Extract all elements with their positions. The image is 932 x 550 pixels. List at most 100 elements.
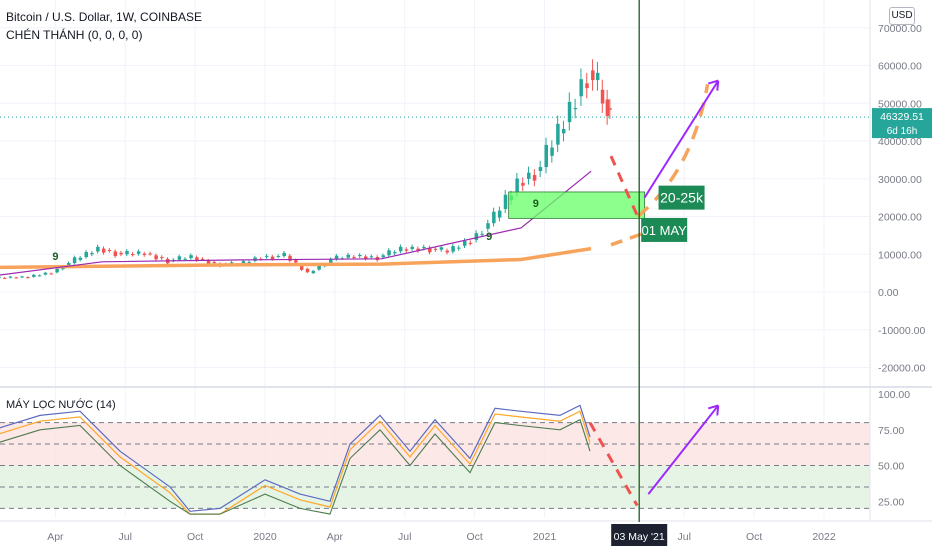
candle-body: [445, 250, 450, 253]
candle-body: [532, 174, 537, 181]
candle-body: [195, 257, 199, 261]
candle-body: [247, 262, 252, 264]
candle-body: [37, 275, 42, 277]
target-arrow-head: [707, 79, 720, 91]
candle-body: [550, 147, 554, 156]
cursor-date-label: 03 May '21: [614, 531, 665, 543]
time-tick-label: Jul: [678, 531, 691, 543]
candle-body: [329, 259, 333, 263]
time-tick-label: Oct: [746, 531, 762, 543]
candle-body: [346, 254, 351, 258]
indicator-title: CHÉN THÁNH (0, 0, 0, 0): [6, 28, 143, 42]
target-arrow: [643, 80, 720, 199]
candle-body: [352, 256, 356, 258]
candle-body: [299, 264, 304, 270]
candle-body: [585, 83, 589, 89]
candle-body: [241, 261, 246, 265]
candle-body: [468, 242, 473, 244]
time-tick-label: Apr: [47, 531, 64, 543]
oscillator-title: MÁY LỌC NƯỚC (14): [6, 399, 116, 411]
candle-body: [363, 256, 368, 259]
candle-body: [416, 248, 420, 251]
candle-body: [160, 257, 164, 259]
price-badge: [872, 108, 932, 139]
candle-body: [265, 255, 269, 257]
candle-body: [480, 233, 484, 235]
candle-body: [131, 254, 135, 256]
time-tick-label: Oct: [466, 531, 482, 543]
candle-body: [305, 268, 310, 273]
candle-body: [573, 108, 578, 110]
candle-body: [474, 233, 479, 240]
osc-target-arrow: [647, 404, 720, 495]
candle-body: [538, 167, 543, 172]
stoch-k-line: [0, 404, 591, 512]
currency-button[interactable]: USD: [889, 7, 915, 25]
candle-body: [90, 253, 94, 255]
candle-body: [61, 268, 65, 270]
time-tick-label: 2020: [253, 531, 277, 543]
candle-body: [294, 260, 298, 263]
time-tick-label: Jul: [398, 531, 411, 543]
candle-body: [457, 247, 461, 249]
cursor-date-box: [611, 524, 668, 546]
candle-body: [503, 194, 508, 209]
candle-body: [206, 260, 211, 264]
price-tick-label: -20000.00: [878, 363, 925, 375]
candle-body: [556, 123, 560, 145]
count-marker: 9: [486, 231, 492, 243]
osc-tick-label: 25.00: [878, 496, 904, 508]
price-badge-countdown: 6d 16h: [887, 126, 918, 137]
candle-body: [369, 256, 374, 258]
osc-tick-label: 75.00: [878, 425, 904, 437]
price-tick-label: 40000.00: [878, 136, 922, 148]
candle-body: [113, 251, 118, 257]
osc-tick-label: 100.00: [878, 389, 910, 401]
candle-body: [270, 256, 275, 260]
price-tick-label: 70000.00: [878, 23, 922, 35]
candle-body: [119, 252, 123, 255]
candle-body: [317, 265, 321, 270]
time-tick-label: Apr: [327, 531, 344, 543]
support-zone: [508, 191, 645, 219]
candle-body: [0, 276, 1, 279]
candle-body: [288, 255, 292, 261]
candle-body: [358, 254, 362, 257]
candle-body: [26, 277, 30, 279]
candle-body: [579, 79, 583, 97]
candle-body: [515, 178, 519, 192]
ma-orange-line: [0, 246, 592, 270]
candle-body: [451, 246, 455, 252]
candle-body: [154, 255, 158, 260]
stoch-d-line: [0, 410, 591, 515]
candle-body: [177, 256, 182, 260]
candle-body: [136, 251, 141, 254]
candle-body: [20, 276, 24, 278]
candle-body: [433, 248, 438, 250]
osc-target-arrow-head: [707, 404, 720, 416]
stoch-slow-line: [0, 418, 591, 515]
candle-body: [55, 268, 59, 273]
price-badge-value: 46329.51: [880, 111, 924, 123]
candle-body: [486, 223, 490, 229]
date-label: 01 MAY: [642, 223, 688, 238]
candle-body: [334, 255, 339, 260]
time-tick-label: Jul: [119, 531, 132, 543]
time-tick-label: 2021: [533, 531, 557, 543]
candle-body: [497, 210, 502, 218]
candle-body: [422, 246, 426, 249]
candle-body: [398, 246, 403, 252]
symbol-title: Bitcoin / U.S. Dollar, 1W, COINBASE: [6, 10, 203, 24]
candle-body: [591, 70, 595, 81]
price-tick-label: 50000.00: [878, 98, 922, 110]
candle-body: [381, 255, 385, 258]
candle-body: [600, 89, 605, 104]
date-label-box: [641, 217, 688, 242]
candle-body: [72, 257, 77, 264]
candle-body: [96, 246, 100, 252]
candle-body: [32, 274, 36, 277]
price-tick-label: 20000.00: [878, 212, 922, 224]
candle-body: [608, 108, 612, 110]
candle-body: [200, 258, 205, 260]
